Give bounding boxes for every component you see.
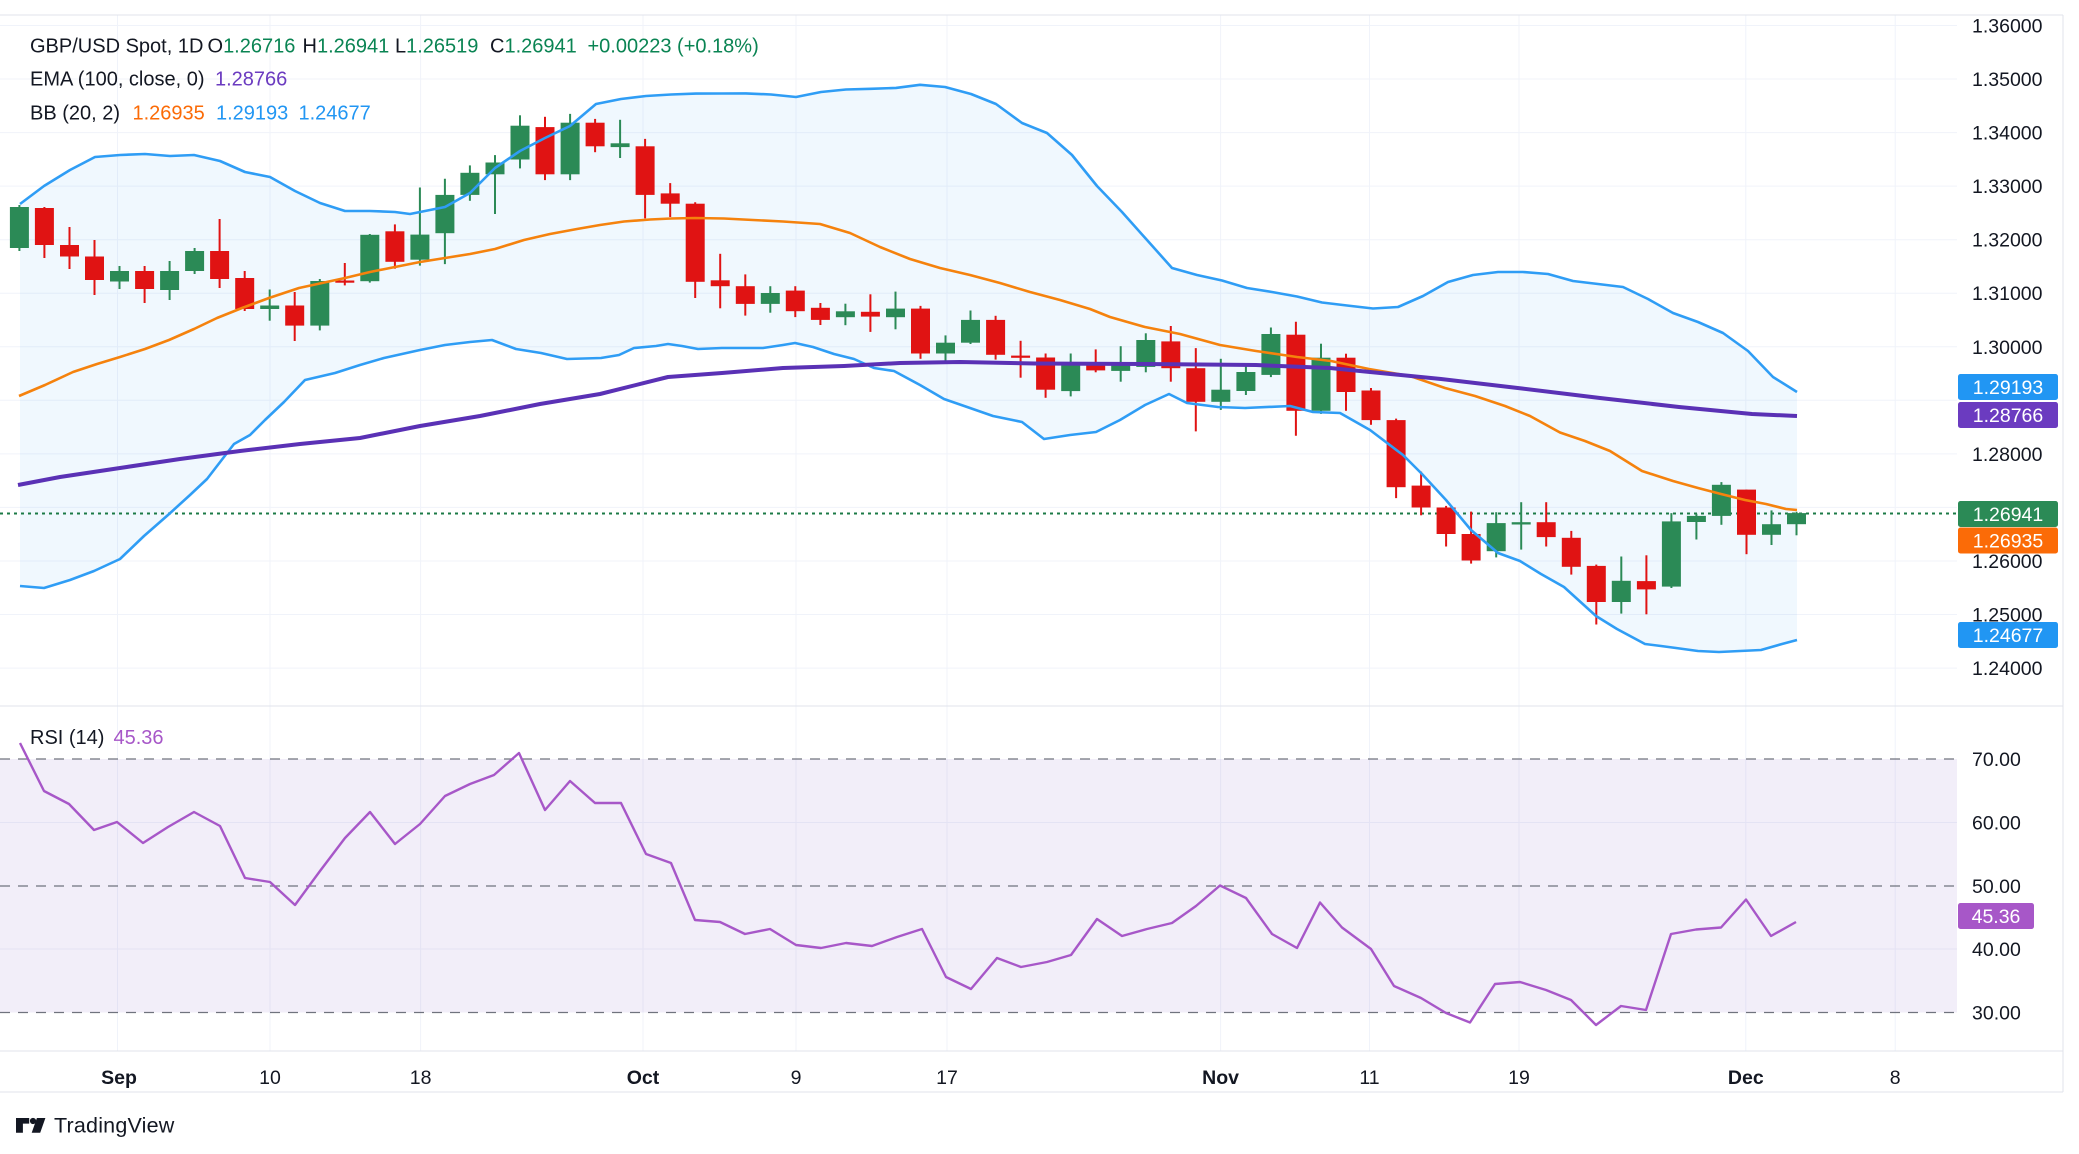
svg-text:1.30000: 1.30000 [1972, 337, 2043, 359]
svg-text:Nov: Nov [1202, 1067, 1239, 1089]
svg-text:18: 18 [410, 1067, 432, 1089]
svg-text:O1.26716: O1.26716 [208, 36, 296, 58]
svg-text:50.00: 50.00 [1972, 876, 2021, 898]
svg-text:1.28000: 1.28000 [1972, 444, 2043, 466]
svg-text:Sep: Sep [101, 1067, 137, 1089]
svg-text:Oct: Oct [627, 1067, 660, 1089]
svg-text:30.00: 30.00 [1972, 1003, 2021, 1025]
svg-text:40.00: 40.00 [1972, 939, 2021, 961]
svg-text:H1.26941: H1.26941 [303, 36, 390, 58]
svg-text:1.26935: 1.26935 [133, 103, 205, 125]
svg-text:C1.26941: C1.26941 [490, 36, 577, 58]
svg-text:1.24677: 1.24677 [299, 103, 371, 125]
svg-text:9: 9 [791, 1067, 802, 1089]
svg-text:1.29193: 1.29193 [216, 103, 288, 125]
svg-text:1.28766: 1.28766 [1973, 405, 2044, 427]
svg-text:11: 11 [1359, 1067, 1379, 1089]
svg-text:1.24677: 1.24677 [1973, 625, 2044, 647]
svg-text:1.32000: 1.32000 [1972, 230, 2043, 252]
svg-text:10: 10 [259, 1067, 281, 1089]
svg-text:+0.00223 (+0.18%): +0.00223 (+0.18%) [588, 36, 759, 58]
svg-text:TradingView: TradingView [54, 1114, 175, 1138]
svg-text:45.36: 45.36 [1972, 906, 2021, 928]
svg-text:RSI (14): RSI (14) [30, 727, 104, 749]
svg-text:1.24000: 1.24000 [1972, 658, 2043, 680]
svg-text:1.26941: 1.26941 [1973, 504, 2044, 526]
svg-text:45.36: 45.36 [114, 727, 164, 749]
svg-text:1.28766: 1.28766 [215, 69, 287, 91]
svg-text:EMA (100, close, 0): EMA (100, close, 0) [30, 69, 205, 91]
svg-text:70.00: 70.00 [1972, 749, 2021, 771]
svg-text:1.34000: 1.34000 [1972, 123, 2043, 145]
svg-text:1.36000: 1.36000 [1972, 16, 2043, 38]
svg-text:17: 17 [936, 1067, 958, 1089]
svg-text:1.35000: 1.35000 [1972, 69, 2043, 91]
svg-text:60.00: 60.00 [1972, 813, 2021, 835]
svg-text:1.33000: 1.33000 [1972, 176, 2043, 198]
svg-text:19: 19 [1508, 1067, 1530, 1089]
svg-text:1.25000: 1.25000 [1972, 605, 2043, 627]
svg-text:1.29193: 1.29193 [1973, 377, 2044, 399]
svg-text:BB (20, 2): BB (20, 2) [30, 103, 120, 125]
svg-text:1.31000: 1.31000 [1972, 283, 2043, 305]
svg-text:GBP/USD Spot, 1D: GBP/USD Spot, 1D [30, 36, 203, 58]
svg-text:L1.26519: L1.26519 [395, 36, 478, 58]
svg-text:1.26000: 1.26000 [1972, 551, 2043, 573]
svg-text:8: 8 [1890, 1067, 1901, 1089]
svg-text:1.26935: 1.26935 [1973, 531, 2044, 553]
svg-text:Dec: Dec [1728, 1067, 1764, 1089]
